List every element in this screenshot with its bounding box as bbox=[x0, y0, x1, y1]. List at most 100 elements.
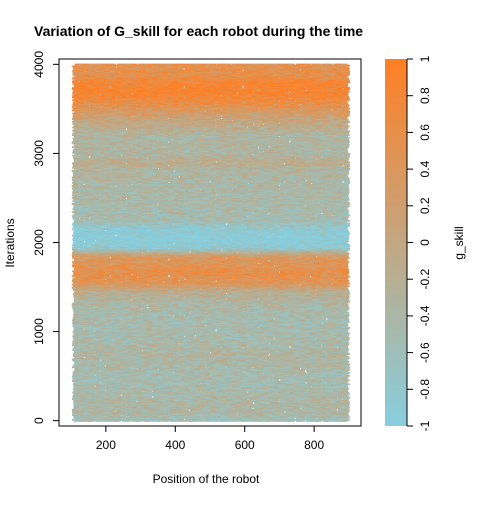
scatter-point bbox=[327, 407, 335, 410]
scatter-point bbox=[78, 380, 86, 383]
scatter-point bbox=[305, 408, 313, 411]
scatter-point bbox=[220, 418, 227, 420]
scatter-point bbox=[111, 401, 118, 403]
scatter-point bbox=[300, 399, 307, 402]
scatter-point bbox=[110, 387, 117, 389]
scatter-point bbox=[214, 380, 221, 383]
scatter-point bbox=[268, 392, 276, 395]
scatter-point bbox=[84, 401, 91, 403]
scatter-point bbox=[188, 380, 195, 383]
scatter-point bbox=[263, 420, 270, 422]
scatter-point bbox=[137, 400, 144, 402]
scatter-point bbox=[343, 416, 350, 418]
scatter-point bbox=[158, 415, 165, 418]
scatter-point bbox=[326, 391, 333, 394]
scatter-point bbox=[327, 415, 335, 418]
scatter-point bbox=[183, 405, 190, 408]
scatter-point bbox=[89, 383, 96, 386]
scatter-point bbox=[342, 407, 349, 410]
scatter-point bbox=[332, 410, 340, 413]
scatter-point bbox=[220, 394, 227, 397]
scatter-point bbox=[253, 399, 260, 402]
scatter-point bbox=[141, 404, 148, 406]
scatter-point bbox=[220, 404, 228, 406]
scatter-point bbox=[242, 389, 249, 392]
scatter-point bbox=[263, 385, 270, 387]
scatter-point bbox=[156, 385, 163, 387]
scatter-point bbox=[340, 400, 348, 402]
scatter-point bbox=[200, 405, 207, 408]
scatter-point bbox=[137, 416, 145, 418]
scatter-point bbox=[279, 418, 286, 420]
scatter-point bbox=[198, 410, 206, 413]
scatter-point bbox=[253, 385, 261, 387]
scatter-point bbox=[282, 385, 290, 387]
scatter-point bbox=[337, 391, 345, 394]
scatter-point bbox=[121, 407, 128, 410]
scatter-point bbox=[98, 408, 105, 411]
scatter-point bbox=[126, 418, 133, 420]
scatter-point bbox=[115, 410, 123, 413]
scatter-point bbox=[315, 394, 322, 397]
scatter-point bbox=[129, 408, 137, 411]
scatter-point bbox=[174, 420, 181, 422]
scatter-point bbox=[119, 400, 126, 402]
scatter-point bbox=[211, 407, 218, 410]
scatter-point bbox=[203, 413, 210, 416]
scatter-point bbox=[105, 420, 113, 422]
scatter-point bbox=[89, 378, 96, 381]
scatter-point bbox=[300, 380, 307, 383]
scatter-point bbox=[330, 405, 337, 408]
scatter-point bbox=[94, 413, 101, 416]
scatter-point bbox=[158, 380, 165, 383]
scatter-point bbox=[256, 383, 263, 386]
scatter-point bbox=[278, 404, 285, 406]
scatter-point bbox=[322, 387, 329, 389]
scatter-point bbox=[273, 418, 280, 420]
scatter-point bbox=[115, 384, 123, 386]
scatter-point bbox=[341, 413, 349, 416]
scatter-point bbox=[220, 396, 227, 399]
scatter-point bbox=[320, 416, 328, 418]
scatter-point bbox=[140, 392, 147, 395]
scatter-point bbox=[294, 405, 301, 408]
scatter-point bbox=[178, 387, 185, 389]
scatter-point bbox=[195, 384, 202, 386]
scatter-point bbox=[273, 396, 280, 399]
scatter-point bbox=[110, 415, 117, 418]
scatter-point bbox=[211, 408, 219, 411]
scatter-point bbox=[336, 389, 344, 392]
scatter-point bbox=[200, 415, 207, 418]
scatter-point bbox=[73, 401, 80, 403]
scatter-point bbox=[156, 418, 164, 420]
scatter-point bbox=[214, 387, 221, 389]
scatter-point bbox=[167, 391, 174, 394]
scatter-point bbox=[342, 415, 349, 418]
scatter-point bbox=[156, 416, 164, 418]
scatter-point bbox=[300, 415, 308, 418]
scatter-point bbox=[190, 396, 197, 399]
scatter-point bbox=[283, 400, 290, 402]
scatter-point bbox=[315, 420, 322, 422]
scatter-point bbox=[153, 389, 161, 392]
scatter-point bbox=[190, 410, 197, 413]
scatter-point bbox=[103, 405, 111, 408]
scatter-point bbox=[230, 378, 238, 381]
scatter-point bbox=[140, 389, 147, 392]
scatter-point bbox=[245, 384, 253, 386]
scatter-point bbox=[194, 413, 202, 416]
scatter-point bbox=[310, 399, 317, 402]
scatter-point bbox=[227, 400, 234, 402]
scatter-point bbox=[105, 385, 112, 387]
scatter-point bbox=[319, 410, 327, 413]
scatter-point bbox=[258, 400, 266, 402]
scatter-point bbox=[127, 416, 134, 418]
scatter-point bbox=[84, 399, 92, 402]
scatter-point bbox=[113, 380, 121, 383]
scatter-point bbox=[72, 391, 79, 394]
scatter-point bbox=[219, 383, 227, 386]
scatter-point bbox=[235, 391, 243, 394]
scatter-point bbox=[200, 408, 208, 411]
scatter-point bbox=[263, 407, 270, 410]
scatter-point bbox=[79, 384, 87, 386]
